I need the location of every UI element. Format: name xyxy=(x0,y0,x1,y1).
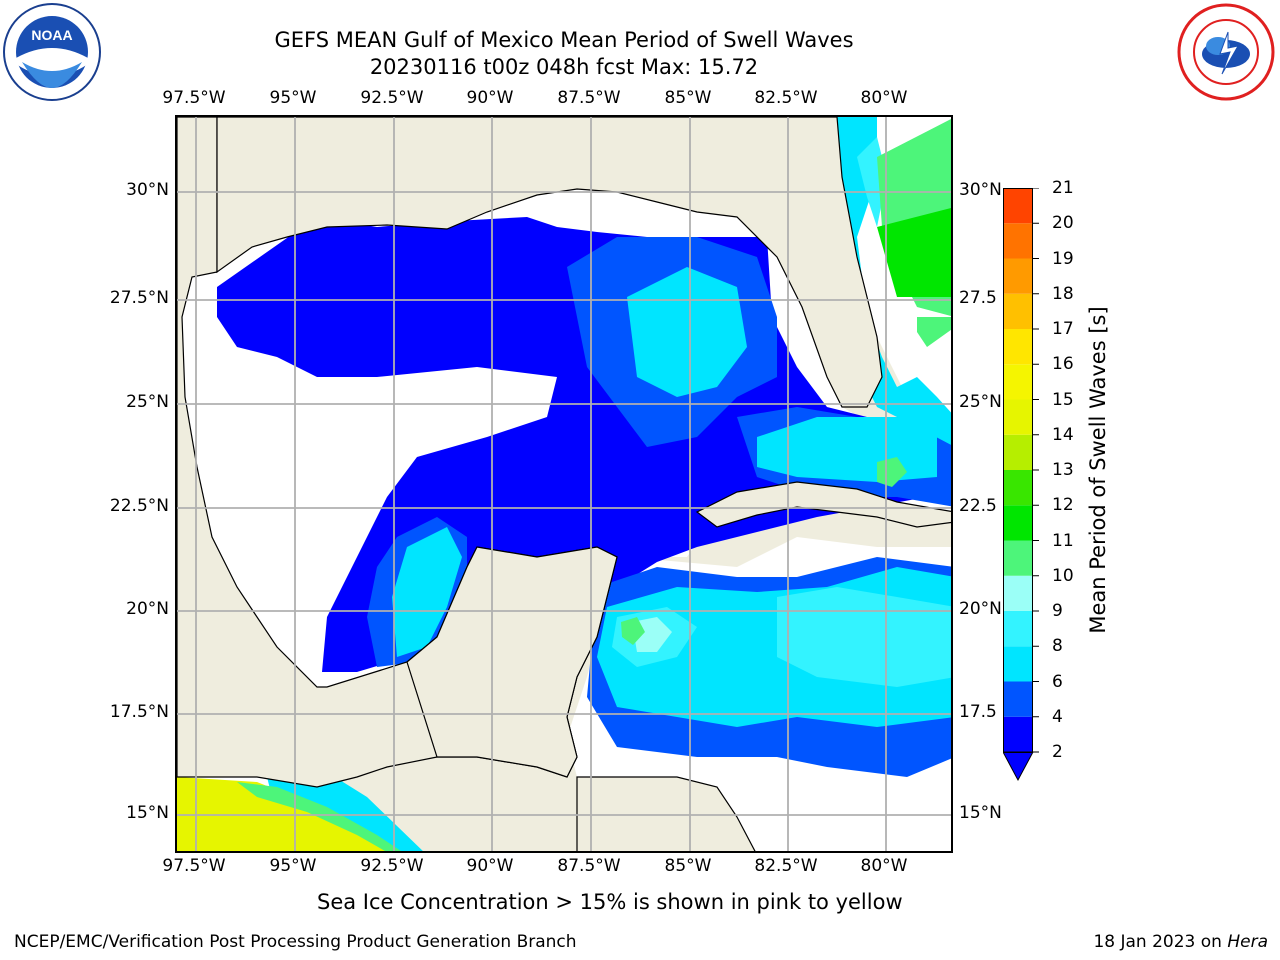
colorbar-segment xyxy=(1003,434,1033,470)
swell-region-pacific-6s xyxy=(267,772,423,851)
lat-label-left: 30°N xyxy=(126,180,169,200)
colorbar-tick-label: 6 xyxy=(1052,671,1063,692)
lon-label-top: 87.5°W xyxy=(557,88,621,108)
colorbar-tick-label: 10 xyxy=(1052,565,1074,586)
svg-text:NOAA: NOAA xyxy=(31,27,72,43)
colorbar-tick-label: 12 xyxy=(1052,495,1074,516)
colorbar-tick-label: 9 xyxy=(1052,601,1063,621)
footer-date: 18 Jan 2023 on Hera xyxy=(1093,932,1268,952)
colorbar-tick-label: 21 xyxy=(1052,178,1074,198)
noaa-logo-icon: NOAA xyxy=(3,3,101,101)
colorbar-tick-label: 14 xyxy=(1052,424,1074,445)
colorbar-tick-label: 8 xyxy=(1052,636,1063,657)
colorbar-segment xyxy=(1003,681,1033,717)
colorbar-tick-label: 11 xyxy=(1052,530,1074,551)
colorbar-segment xyxy=(1003,470,1033,506)
graticule xyxy=(177,117,951,851)
lon-label-bottom: 85°W xyxy=(664,856,712,876)
sea-ice-edge xyxy=(237,782,401,851)
lat-label-right: 30°N xyxy=(959,180,1002,200)
land-yucatan xyxy=(406,546,618,778)
nws-logo-icon xyxy=(1177,3,1275,101)
lon-label-bottom: 92.5°W xyxy=(360,856,424,876)
lat-label-left: 20°N xyxy=(126,599,169,619)
colorbar-segment xyxy=(1003,646,1033,682)
colorbar-title: Mean Period of Swell Waves [s] xyxy=(1086,306,1110,634)
lon-label-bottom: 95°W xyxy=(269,856,317,876)
colorbar-tick-label: 4 xyxy=(1052,706,1063,727)
land-honduras xyxy=(576,776,756,851)
colorbar-segment xyxy=(1003,258,1033,294)
colorbar-segment xyxy=(1003,188,1033,224)
swell-region-10s xyxy=(877,208,951,297)
lon-label-bottom: 82.5°W xyxy=(754,856,818,876)
colorbar-segment xyxy=(1003,223,1033,259)
swell-region-6s xyxy=(392,527,462,657)
colorbar-tick-label: 16 xyxy=(1052,354,1074,375)
lat-label-right: 22.5 xyxy=(959,496,997,516)
swell-region-10s xyxy=(621,617,645,645)
lon-label-bottom: 90°W xyxy=(466,856,514,876)
colorbar-segment xyxy=(1003,364,1033,400)
colorbar-segment xyxy=(1003,540,1033,576)
lon-label-top: 80°W xyxy=(860,88,908,108)
colorbar-outline xyxy=(1003,188,1033,753)
lat-label-right: 25°N xyxy=(959,392,1002,412)
lat-label-left: 17.5°N xyxy=(109,702,169,722)
lon-label-top: 95°W xyxy=(269,88,317,108)
colorbar-tick-label: 17 xyxy=(1052,319,1074,339)
sea-ice-region xyxy=(177,777,401,851)
colorbar-tick-label: 2 xyxy=(1052,742,1063,762)
colorbar xyxy=(1003,188,1039,782)
map-canvas xyxy=(177,117,951,851)
lon-label-top: 85°W xyxy=(664,88,712,108)
noaa-logo: NOAA xyxy=(2,2,102,106)
sea-ice-caption: Sea Ice Concentration > 15% is shown in … xyxy=(317,890,903,914)
lon-label-top: 92.5°W xyxy=(360,88,424,108)
colorbar-segment xyxy=(1003,399,1033,435)
lat-label-left: 15°N xyxy=(126,803,169,823)
land-cuba xyxy=(695,481,951,528)
lon-label-top: 82.5°W xyxy=(754,88,818,108)
colorbar-segment xyxy=(1003,329,1033,365)
swell-region-9s xyxy=(632,617,672,652)
lat-label-left: 25°N xyxy=(126,392,169,412)
colorbar-segment xyxy=(1003,611,1033,647)
lat-label-right: 17.5 xyxy=(959,702,997,722)
lat-label-right: 15°N xyxy=(959,803,1002,823)
nws-logo xyxy=(1176,2,1276,106)
swell-region-10s xyxy=(877,457,907,487)
colorbar-segment xyxy=(1003,716,1033,752)
lon-label-bottom: 80°W xyxy=(860,856,908,876)
colorbar-segment xyxy=(1003,505,1033,541)
colorbar-tick-label: 20 xyxy=(1052,213,1074,234)
lat-label-right: 27.5 xyxy=(959,288,997,308)
lat-label-left: 27.5°N xyxy=(109,288,169,308)
colorbar-extend-arrow xyxy=(1003,751,1034,782)
lon-label-top: 90°W xyxy=(466,88,514,108)
lon-label-bottom: 87.5°W xyxy=(557,856,621,876)
chart-subtitle: 20230116 t00z 048h fcst Max: 15.72 xyxy=(369,55,759,79)
lat-label-left: 22.5°N xyxy=(109,496,169,516)
lat-label-right: 20°N xyxy=(959,599,1002,619)
lon-label-bottom: 97.5°W xyxy=(162,856,226,876)
colorbar-segment xyxy=(1003,575,1033,611)
footer-host: Hera xyxy=(1227,932,1268,952)
colorbar-tick-label: 15 xyxy=(1052,389,1074,410)
colorbar-tick-label: 13 xyxy=(1052,460,1074,480)
swell-region-8s xyxy=(777,587,951,687)
footer-org: NCEP/EMC/Verification Post Processing Pr… xyxy=(14,932,577,952)
colorbar-tick-label: 19 xyxy=(1052,248,1074,269)
colorbar-tick-label: 18 xyxy=(1052,283,1074,304)
map-panel xyxy=(175,115,953,853)
land-us xyxy=(216,117,883,408)
lon-label-top: 97.5°W xyxy=(162,88,226,108)
chart-title: GEFS MEAN Gulf of Mexico Mean Period of … xyxy=(274,28,854,52)
swell-region-10s xyxy=(917,317,951,347)
colorbar-segment xyxy=(1003,293,1033,329)
footer-date-text: 18 Jan 2023 on xyxy=(1093,932,1228,952)
